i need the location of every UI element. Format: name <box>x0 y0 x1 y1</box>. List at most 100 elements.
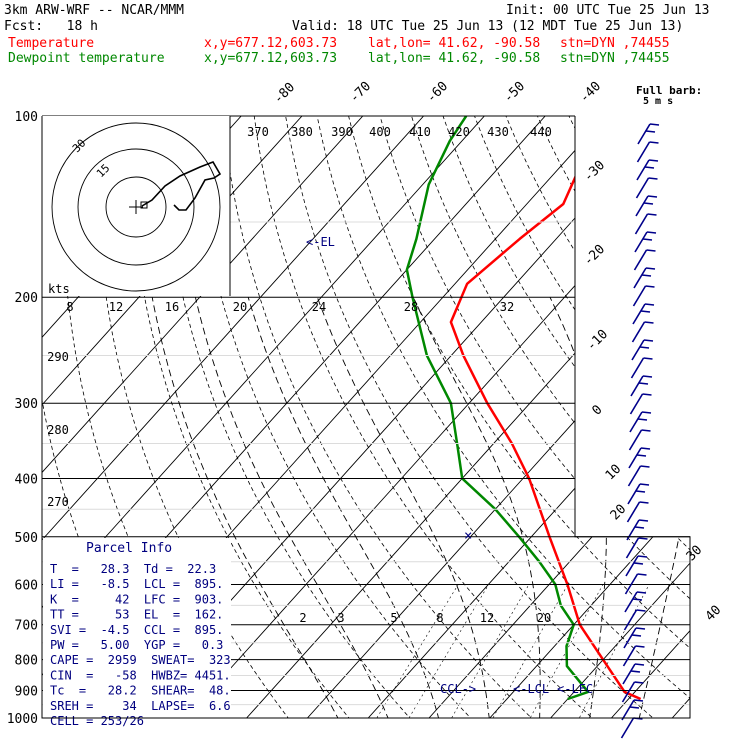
theta-label: 430 <box>487 125 509 139</box>
wind-barb-shaft <box>635 177 650 199</box>
wind-barb-flag <box>640 310 651 313</box>
temperature-legend-xy: x,y=677.12,603.73 <box>204 36 338 51</box>
isotherm <box>550 116 690 718</box>
parcel-info-row: CAPE = 2959 SWEAT= 323 <box>50 653 231 667</box>
isotherm-label: 40 <box>703 603 725 625</box>
dewpoint-line <box>405 116 590 701</box>
wind-barb-flag <box>637 573 647 576</box>
ccl-marker: CCL-> <box>440 682 476 696</box>
parcel-info-row: CIN = -58 HWBZ= 4451. <box>50 668 231 682</box>
wind-barb-shaft <box>624 573 639 595</box>
wind-barb-flag <box>643 357 653 360</box>
parcel-info-row: TT = 53 EL = 162. <box>50 608 223 622</box>
model-title: 3km ARW-WRF -- NCAR/MMM <box>4 3 185 18</box>
theta-label: 440 <box>530 125 552 139</box>
wind-barb-flag <box>646 249 656 252</box>
pressure-label-700: 700 <box>15 619 38 634</box>
mixing-ratio-label: 2 <box>299 611 306 625</box>
parcel-info-row: CELL = 253/26 <box>50 714 144 728</box>
hodograph-speed-label: 28 <box>404 300 418 314</box>
wind-barb-flag <box>638 519 649 522</box>
wind-barb-flag <box>644 303 655 306</box>
hodograph-trace <box>141 161 222 211</box>
temperature-legend-stn: stn=DYN ,74455 <box>560 36 670 51</box>
wind-barb-shaft <box>627 465 642 487</box>
wind-barb-shaft <box>631 339 645 361</box>
wind-barb-flag <box>645 130 656 133</box>
plot-frame <box>41 116 691 719</box>
mixing-ratio-label: 3 <box>337 611 344 625</box>
dry-adiabat <box>631 116 690 718</box>
mixing-ratio-line <box>444 584 530 718</box>
isotherm <box>42 116 364 718</box>
mixing-ratio-label: 5 <box>390 611 397 625</box>
hodograph-speed-label: 20 <box>233 300 247 314</box>
isotherm <box>733 116 740 718</box>
wind-barb-flag <box>639 346 650 349</box>
wind-barb-flag <box>638 382 649 385</box>
wind-barb-shaft <box>622 663 636 685</box>
wind-barb-shaft <box>634 231 648 253</box>
parcel-info-row: K = 42 LFC = 903. <box>50 592 223 606</box>
wind-barb-flag <box>642 375 653 378</box>
wind-barb-flag <box>642 393 652 396</box>
isotherm <box>428 116 690 718</box>
pressure-label-1000: 1000 <box>7 712 38 727</box>
mixing-ratio-label: 20 <box>537 611 551 625</box>
wind-barb-shaft <box>628 429 643 451</box>
wind-barb-shaft <box>620 717 635 739</box>
dry-adiabat <box>285 116 669 718</box>
wind-barb-shaft <box>633 267 647 289</box>
dewpoint-legend-label: Dewpoint temperature <box>8 51 165 66</box>
isotherm <box>246 116 690 718</box>
wind-barb-flag <box>643 339 654 342</box>
wind-barb-flag <box>636 609 646 612</box>
hodograph-ring <box>51 122 221 292</box>
moist-adiabat <box>151 297 345 718</box>
isotherm-label: 30 <box>684 543 706 565</box>
wind-barb-shaft <box>636 159 650 181</box>
parcel-info-title: Parcel Info <box>86 541 172 556</box>
wind-barb-shaft <box>624 591 638 613</box>
wind-barb-shaft <box>628 447 642 469</box>
dry-adiabat <box>695 116 740 731</box>
parcel-info-row: T = 28.3 Td = 22.3 <box>50 562 216 576</box>
wind-barb-flag <box>641 274 652 277</box>
wind-barb-flag <box>638 537 648 540</box>
wind-barb-flag <box>633 699 644 702</box>
wind-barb-flag <box>637 418 648 421</box>
dewpoint-legend-xy: x,y=677.12,603.73 <box>204 51 338 66</box>
dry-adiabat <box>348 116 690 718</box>
wind-barb-shaft <box>632 285 647 307</box>
isotherm-label: -10 <box>584 327 611 354</box>
hodograph-start-marker <box>140 201 148 209</box>
isotherm <box>307 116 690 718</box>
theta-label: 370 <box>247 125 269 139</box>
wind-barb-shaft <box>621 699 635 721</box>
parcel-info-row: SVI = -4.5 CCL = 895. <box>50 623 223 637</box>
moist-adiabat <box>194 297 394 718</box>
wind-barb-flag <box>648 159 659 162</box>
wind-barb-flag <box>649 141 659 144</box>
dry-adiabat <box>442 116 690 718</box>
isotherm-label: 20 <box>608 502 630 524</box>
dry-adiabat <box>316 116 690 718</box>
mixing-ratio-line <box>523 584 604 718</box>
moist-adiabat <box>412 297 541 718</box>
mixing-ratio-line <box>485 584 569 718</box>
hodograph-speed-label: 12 <box>109 300 123 314</box>
pressure-label-600: 600 <box>15 578 38 593</box>
full-barb-label: Full barb: <box>636 84 702 97</box>
dry-adiabat <box>726 116 740 731</box>
mixing-ratio-line <box>368 584 459 718</box>
pressure-label-500: 500 <box>15 531 38 546</box>
isotherm-label: -80 <box>271 80 298 107</box>
temperature-legend-latlon: lat,lon= 41.62, -90.58 <box>368 36 541 51</box>
wind-barb-flag <box>640 447 651 450</box>
theta-label: 380 <box>291 125 313 139</box>
dry-adiabat <box>253 116 607 718</box>
pressure-label-200: 200 <box>15 291 38 306</box>
theta-label: 410 <box>409 125 431 139</box>
parcel-info-row: LI = -8.5 LCL = 895. <box>50 577 223 591</box>
